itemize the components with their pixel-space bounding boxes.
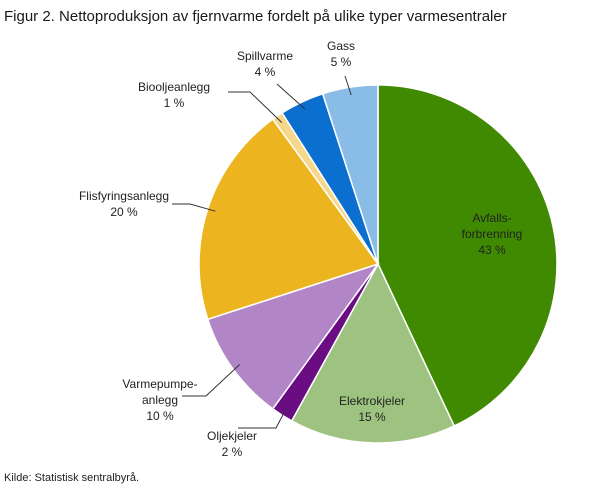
pie-slice [206,262,380,410]
slice-label: Biooljeanlegg 1 % [138,80,210,110]
slice-value-label: 20 % [110,205,138,219]
slice-value-label: 15 % [358,410,386,424]
leader-line [276,83,306,110]
leader-line [172,203,216,212]
leader-line [182,364,241,397]
slice-name-label: Biooljeanlegg [138,80,210,94]
slice-name-label: Elektrokjeler [339,394,405,408]
slice-value-label: 10 % [146,409,174,423]
source-note: Kilde: Statistisk sentralbyrå. [4,472,140,484]
slice-value-label: 2 % [222,445,243,459]
slice-labels: Avfalls-forbrenning 43 % Elektrokjeler 15 %… [79,39,522,459]
chart-title: Figur 2. Nettoproduksjon av fjernvarme f… [4,8,507,25]
slice-value-label: 4 % [255,65,276,79]
slice-label: Oljekjeler 2 % [207,429,257,459]
slice-name-label: anlegg [142,393,178,407]
slice-name-label: Flisfyringsanlegg [79,189,169,203]
pie-slice [290,262,456,444]
slice-label: Varmepumpe-anlegg 10 % [122,377,197,423]
slice-name-label: Gass [327,39,355,53]
slice-label: Gass 5 % [327,39,355,69]
pie-slices [198,84,558,444]
slice-name-label: forbrenning [462,227,523,241]
slice-name-label: Spillvarme [237,49,293,63]
pie-slice [321,84,379,265]
leader-line [228,91,283,123]
leader-lines [172,75,352,429]
slice-name-label: Oljekjeler [207,429,257,443]
slice-name-label: Varmepumpe- [122,377,197,391]
leader-line [238,408,287,429]
slice-name-label: Avfalls- [472,211,511,225]
slice-label: Elektrokjeler 15 % [339,394,405,424]
slice-label: Spillvarme 4 % [237,49,293,79]
pie-slice [377,84,558,427]
leader-line [344,75,352,96]
slice-value-label: 5 % [331,55,352,69]
slice-label: Flisfyringsanlegg 20 % [79,189,169,219]
slice-value-label: 43 % [478,243,506,257]
slice-value-label: 1 % [164,96,185,110]
slice-label: Avfalls-forbrenning 43 % [462,211,523,257]
